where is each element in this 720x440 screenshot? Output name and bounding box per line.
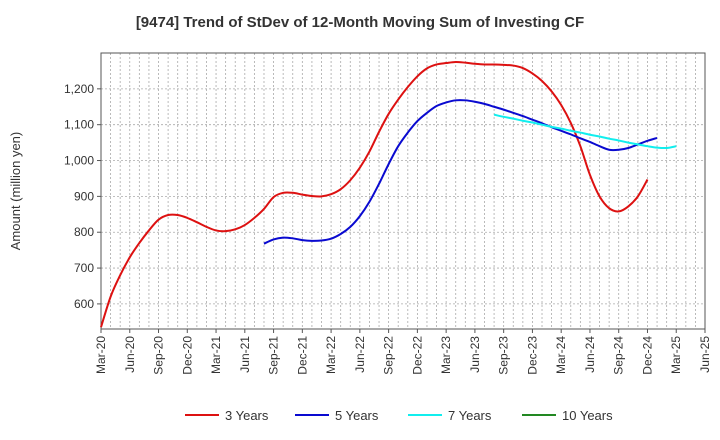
x-tick-label: Sep-20 [152, 336, 166, 375]
grid-lines [100, 53, 706, 329]
x-tick-label: Sep-22 [382, 336, 396, 375]
x-tick-label: Dec-22 [410, 336, 424, 375]
x-tick-label: Jun-22 [353, 336, 367, 373]
x-tick-label: Jun-24 [583, 336, 597, 373]
y-tick-label: 700 [74, 261, 94, 275]
y-tick-label: 1,100 [64, 118, 94, 132]
x-tick-label: Jun-20 [123, 336, 137, 373]
y-tick-label: 900 [74, 189, 94, 203]
x-tick-label: Mar-24 [554, 336, 568, 374]
y-tick-label: 1,200 [64, 82, 94, 96]
x-tick-label: Sep-21 [267, 336, 281, 375]
x-tick-label: Jun-25 [698, 336, 712, 373]
y-tick-label: 1,000 [64, 154, 94, 168]
x-tick-label: Mar-23 [439, 336, 453, 374]
series-line-0 [100, 60, 649, 328]
x-tick-label: Dec-20 [180, 336, 194, 375]
chart-title: [9474] Trend of StDev of 12-Month Moving… [136, 14, 584, 31]
y-axis-label: Amount (million yen) [8, 132, 23, 251]
x-tick-label: Mar-21 [209, 336, 223, 374]
series-lines [100, 60, 677, 328]
x-tick-label: Sep-24 [612, 336, 626, 375]
y-tick-label: 600 [74, 297, 94, 311]
legend-label: 10 Years [562, 408, 613, 423]
x-tick-label: Mar-25 [669, 336, 683, 374]
series-line-2 [493, 113, 677, 150]
x-tick-label: Mar-20 [94, 336, 108, 374]
x-tick-label: Jun-23 [468, 336, 482, 373]
y-axis-ticks: 600 700 800 900 1,000 1,100 1,200 [64, 82, 101, 311]
x-tick-label: Sep-23 [497, 336, 511, 375]
legend-label: 7 Years [448, 408, 492, 423]
legend-label: 5 Years [335, 408, 379, 423]
x-tick-label: Mar-22 [324, 336, 338, 374]
plot-area [100, 52, 706, 330]
legend-label: 3 Years [225, 408, 269, 423]
series-line-1 [263, 99, 658, 245]
x-tick-label: Dec-21 [295, 336, 309, 375]
x-tick-label: Dec-24 [640, 336, 654, 375]
y-tick-label: 800 [74, 225, 94, 239]
legend: 3 Years 5 Years 7 Years 10 Years [185, 408, 613, 423]
x-axis-ticks: Mar-20 Jun-20 Sep-20 Dec-20 Mar-21 Jun-21 Sep-… [94, 329, 712, 375]
x-tick-label: Jun-21 [238, 336, 252, 373]
x-tick-label: Dec-23 [525, 336, 539, 375]
